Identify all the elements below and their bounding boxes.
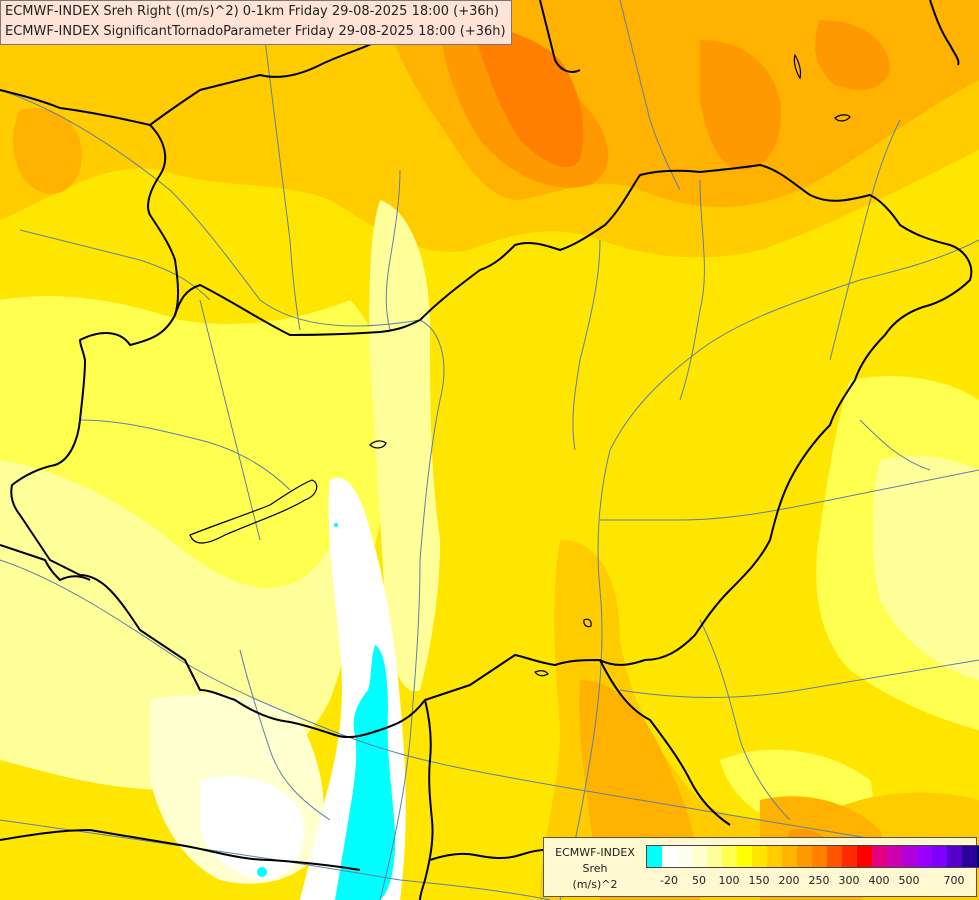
map-title-stp: ECMWF-INDEX SignificantTornadoParameter … [5,24,506,39]
legend-swatch [962,846,977,867]
border-austria-slovenia [0,544,91,581]
legend-model-label: ECMWF-INDEX [555,846,635,859]
legend-swatch [782,846,797,867]
field-cyan-negative [335,645,396,900]
legend-swatch [827,846,842,867]
legend-tick: 50 [692,874,706,887]
legend-tick: 100 [718,874,740,887]
legend-parameter-label: Sreh [582,862,608,875]
border-serbia-romania [599,659,731,826]
legend-swatch [917,846,932,867]
legend-swatch [812,846,827,867]
lake-small-4 [583,618,592,628]
river-hron [385,169,401,331]
legend-swatch [767,846,782,867]
field-orange-ne2 [815,20,890,90]
river-tisza [559,239,979,900]
legend-swatch [647,846,662,867]
map-title-sreh: ECMWF-INDEX Sreh Right ((m/s)^2) 0-1km F… [5,4,499,19]
river-trib-6 [199,299,261,541]
legend-tick: 150 [748,874,770,887]
lakes [189,53,851,677]
border-north-1 [539,0,581,73]
river-trib-3 [829,119,901,361]
border-croatia-serbia-south [429,848,561,861]
field-cyan-dot-2 [334,523,338,527]
legend-swatch [662,846,677,867]
legend-tick-labels: -20 50 100 150 200 250 300 400 500 700 [646,874,976,890]
legend-swatch [677,846,692,867]
river-trib-10 [699,619,791,821]
river-trib-8 [79,419,291,491]
legend-tick: 500 [898,874,920,887]
river-trib-5 [619,659,979,698]
field-pale-center [369,200,440,692]
legend-tick: 700 [943,874,965,887]
lake-small-1 [834,114,851,122]
lake-small-2 [793,53,802,80]
legend-swatch [872,846,887,867]
legend-tick: -20 [660,874,678,887]
border-croatia-serbia [419,699,434,900]
legend-tick: 250 [808,874,830,887]
legend-unit-label: (m/s)^2 [572,878,618,891]
border-hungary [10,164,973,739]
legend-swatch [932,846,947,867]
map-title-box: ECMWF-INDEX Sreh Right ((m/s)^2) 0-1km F… [0,0,512,45]
legend-swatch [752,846,767,867]
legend-swatch [902,846,917,867]
lake-balaton [189,479,318,544]
legend-tick: 400 [868,874,890,887]
border-slovenia-croatia [0,829,361,871]
river-trib-11 [619,0,681,191]
river-trib-12 [859,419,931,471]
legend-swatch [887,846,902,867]
legend-swatch [722,846,737,867]
river-vah [259,0,301,331]
legend-swatch [977,846,979,867]
lake-small-3 [534,670,549,677]
field-orange-ne [700,40,781,170]
field-pale-east2 [872,455,979,680]
border-austria-slovakia [0,89,179,316]
river-drava [0,559,979,861]
river-trib-7 [19,229,211,301]
legend-swatch [797,846,812,867]
legend-tick: 200 [778,874,800,887]
lake-velence [369,440,387,449]
color-legend: ECMWF-INDEX Sreh (m/s)^2 -20 50 100 150 200 2… [543,837,979,897]
river-trib-9 [239,649,331,821]
legend-swatch [692,846,707,867]
field-orange-nw [13,108,82,194]
legend-color-scale [646,845,979,868]
legend-swatch [707,846,722,867]
river-danube [0,89,445,900]
legend-swatch [947,846,962,867]
legend-swatch [842,846,857,867]
field-cyan-dot [257,867,267,877]
river-trib-2 [679,179,705,401]
river-trib-1 [572,239,601,451]
border-ukraine [929,0,960,66]
legend-swatch [857,846,872,867]
legend-tick: 300 [838,874,860,887]
legend-swatch [737,846,752,867]
